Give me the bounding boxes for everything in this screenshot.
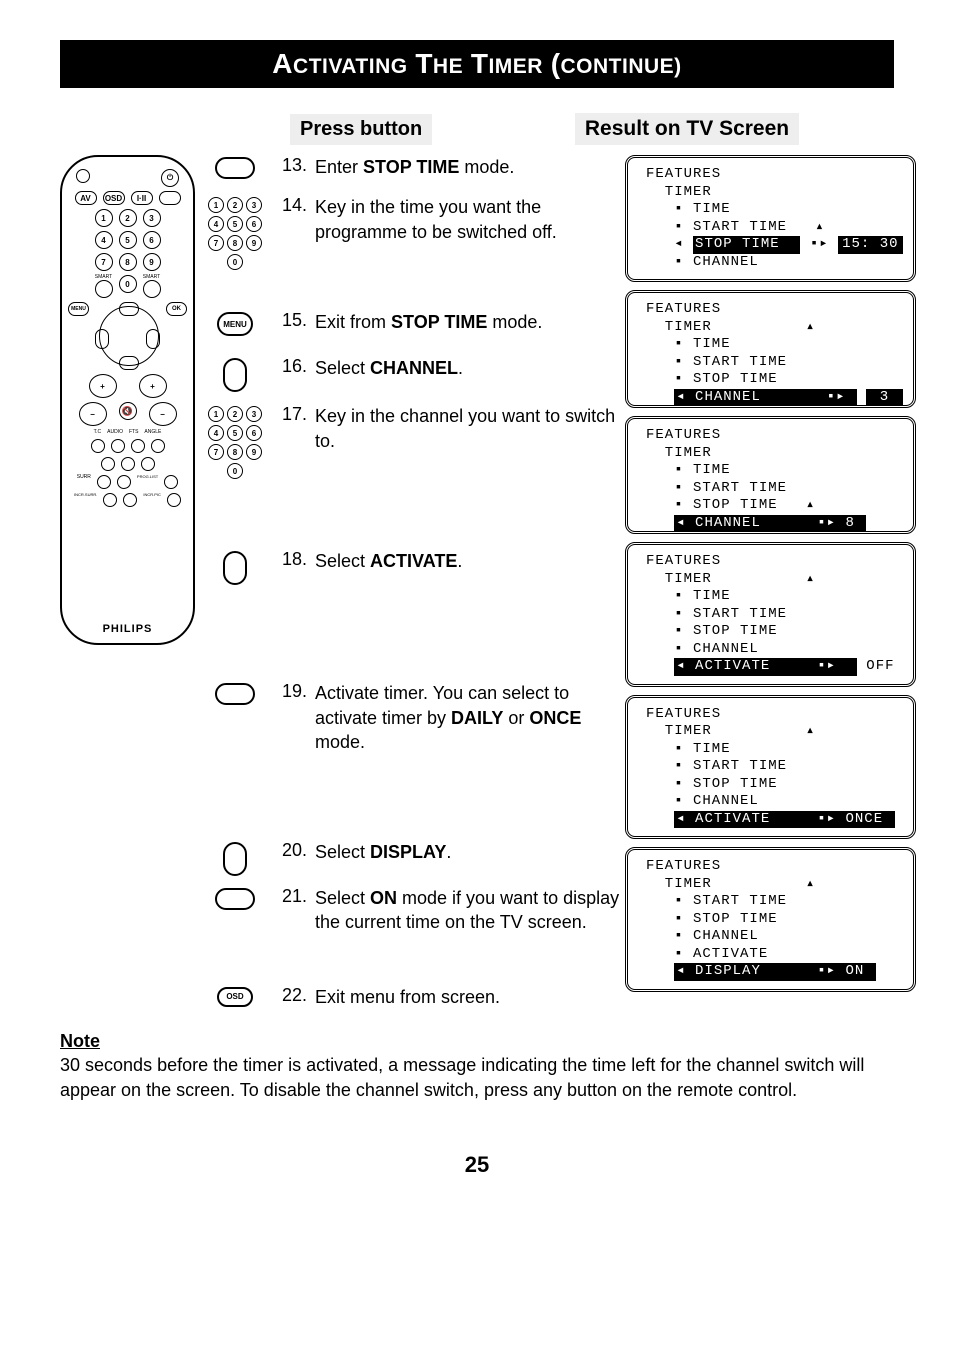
step-description: Key in the time you want the programme t… xyxy=(315,195,625,244)
step-number: 14. xyxy=(275,195,315,216)
column-headers: Press button Result on TV Screen xyxy=(60,113,894,145)
remote-vol: + xyxy=(89,374,117,398)
step-number: 19. xyxy=(275,681,315,702)
page-title: ACTIVATING THE TIMER (CONTINUE) xyxy=(60,40,894,88)
mute-icon: 🔇 xyxy=(119,402,137,420)
osd-screen: FEATURES TIMER ▴ ▪ TIME ▪ START TIME ▪ S… xyxy=(625,542,916,687)
remote-smart xyxy=(95,280,113,298)
cursor-button-icon xyxy=(223,358,247,392)
osd-screen: FEATURES TIMER ▴ ▪ START TIME ▪ STOP TIM… xyxy=(625,847,916,992)
step-description: Select ACTIVATE. xyxy=(315,549,625,573)
step-number: 20. xyxy=(275,840,315,861)
cursor-button-icon xyxy=(215,157,255,179)
step-number: 18. xyxy=(275,549,315,570)
step-row: OSD 22.Exit menu from screen. xyxy=(195,985,625,1009)
steps-list: 13.Enter STOP TIME mode.123456789014.Key… xyxy=(195,155,625,1009)
step-number: 17. xyxy=(275,404,315,425)
osd-screen: FEATURES TIMER ▪ TIME ▪ START TIME ▪ STO… xyxy=(625,416,916,534)
note-body: 30 seconds before the timer is activated… xyxy=(60,1053,894,1102)
remote-osd: OSD xyxy=(103,191,125,205)
step-description: Select ON mode if you want to display th… xyxy=(315,886,625,935)
remote-ok: OK xyxy=(166,302,187,316)
remote-brand: PHILIPS xyxy=(103,623,153,635)
cursor-button-icon xyxy=(215,683,255,705)
menu-button-icon: MENU xyxy=(217,312,253,336)
step-row: 20.Select DISPLAY. xyxy=(195,840,625,876)
remote-ch-dn: − xyxy=(149,402,177,426)
step-row: 21.Select ON mode if you want to display… xyxy=(195,886,625,935)
step-description: Select DISPLAY. xyxy=(315,840,625,864)
remote-btn xyxy=(76,169,90,183)
remote-i-ii: I·II xyxy=(131,191,153,205)
step-number: 15. xyxy=(275,310,315,331)
step-row: 16.Select CHANNEL. xyxy=(195,356,625,392)
osd-screen: FEATURES TIMER ▪ TIME ▪ START TIME ▴ ◂ S… xyxy=(625,155,916,282)
note-heading: Note xyxy=(60,1029,894,1053)
cursor-button-icon xyxy=(223,551,247,585)
numpad-icon: 1234567890 xyxy=(208,197,262,270)
cursor-button-icon xyxy=(223,842,247,876)
remote-ch: + xyxy=(139,374,167,398)
osd-screen: FEATURES TIMER ▴ ▪ TIME ▪ START TIME ▪ S… xyxy=(625,695,916,840)
step-number: 22. xyxy=(275,985,315,1006)
press-button-header: Press button xyxy=(290,114,432,145)
remote-smart2 xyxy=(143,280,161,298)
cursor-button-icon xyxy=(215,888,255,910)
step-description: Enter STOP TIME mode. xyxy=(315,155,625,179)
remote-control: ⏻ AV OSD I·II 123 456 789 SMART 0 SMART … xyxy=(60,155,195,645)
step-row: 1234567890 14.Key in the time you want th… xyxy=(195,195,625,270)
step-description: Activate timer. You can select to activa… xyxy=(315,681,625,754)
step-description: Exit from STOP TIME mode. xyxy=(315,310,625,334)
note-section: Note 30 seconds before the timer is acti… xyxy=(60,1029,894,1102)
remote-av: AV xyxy=(75,191,97,205)
step-number: 16. xyxy=(275,356,315,377)
power-icon: ⏻ xyxy=(161,169,179,187)
step-description: Select CHANNEL. xyxy=(315,356,625,380)
numpad-icon: 1234567890 xyxy=(208,406,262,479)
step-row: 18.Select ACTIVATE. xyxy=(195,549,625,585)
step-row: 1234567890 17.Key in the channel you want… xyxy=(195,404,625,479)
osd-screen: FEATURES TIMER ▴ ▪ TIME ▪ START TIME ▪ S… xyxy=(625,290,916,408)
remote-vol-dn: − xyxy=(79,402,107,426)
result-header: Result on TV Screen xyxy=(575,113,799,145)
step-row: 13.Enter STOP TIME mode. xyxy=(195,155,625,179)
page-number: 25 xyxy=(60,1152,894,1178)
osd-screens: FEATURES TIMER ▪ TIME ▪ START TIME ▴ ◂ S… xyxy=(625,155,916,1009)
remote-dpad xyxy=(99,306,156,366)
osd-button-icon: OSD xyxy=(217,987,253,1007)
step-description: Key in the channel you want to switch to… xyxy=(315,404,625,453)
step-row: MENU 15.Exit from STOP TIME mode. xyxy=(195,310,625,336)
step-number: 13. xyxy=(275,155,315,176)
remote-menu: MENU xyxy=(68,302,89,316)
remote-btn xyxy=(159,191,181,205)
step-description: Exit menu from screen. xyxy=(315,985,625,1009)
step-row: 19.Activate timer. You can select to act… xyxy=(195,681,625,754)
step-number: 21. xyxy=(275,886,315,907)
